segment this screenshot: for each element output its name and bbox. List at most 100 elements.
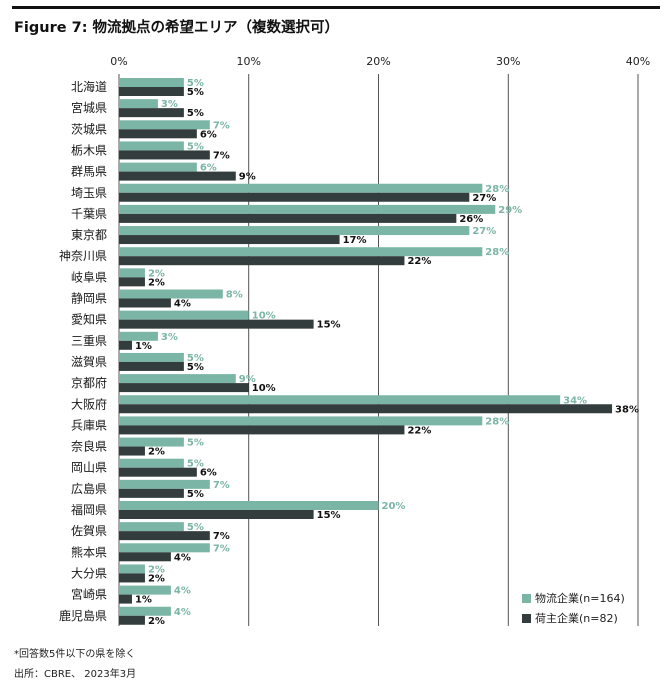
data-label-series1: 28% [485,247,509,258]
legend-swatch-series1 [522,593,531,603]
data-label-series2: 4% [174,552,191,563]
data-label-series1: 2% [148,564,165,575]
data-label-series1: 8% [226,290,243,301]
data-label-series1: 10% [252,311,276,322]
data-label-series2: 5% [187,108,204,119]
data-label-series1: 3% [161,99,178,110]
category-label: 鹿児島県 [59,608,107,623]
data-label-series1: 20% [382,501,406,512]
data-label-series2: 5% [187,489,204,500]
data-label-series2: 2% [148,447,165,458]
bar-series1 [119,247,483,257]
bar-series2 [119,213,457,223]
bar-series1 [119,501,379,510]
category-label: 広島県 [71,481,107,496]
bar-series2 [119,150,210,160]
category-label: 佐賀県 [71,524,107,538]
data-label-series1: 34% [563,395,587,406]
bar-series2 [119,256,405,266]
bar-series2 [119,192,470,202]
data-label-series2: 26% [459,214,483,225]
bar-series1 [119,395,561,405]
data-label-series1: 4% [174,607,191,618]
bar-series1 [119,141,184,151]
category-label: 千葉県 [71,207,107,221]
category-label: 京都府 [71,375,107,390]
bar-series1 [119,585,171,595]
category-label: 東京都 [71,228,107,242]
data-label-series1: 5% [187,522,204,533]
bar-series1 [119,99,158,109]
legend: 物流企業(n=164) 荷主企業(n=82) [522,588,625,628]
data-label-series2: 38% [615,404,639,415]
bar-series1 [119,331,158,341]
category-label: 熊本県 [71,544,107,559]
bar-series2 [119,298,171,308]
source-note: 出所：CBRE、 2023年3月 [14,669,137,680]
data-label-series2: 15% [317,510,341,521]
bar-series2 [119,510,314,519]
data-label-series2: 15% [317,320,341,331]
data-label-series2: 4% [174,299,191,310]
data-label-series2: 22% [407,256,431,267]
category-label: 大分県 [71,566,107,580]
title-rule [12,6,660,9]
bar-series1 [119,606,171,616]
category-label: 栃木県 [71,143,107,157]
bar-series2 [119,87,184,96]
data-label-series1: 7% [213,120,230,131]
bar-series2 [119,340,132,350]
legend-swatch-series2 [522,613,531,623]
data-label-series2: 5% [187,87,204,98]
data-label-series2: 17% [343,235,367,246]
category-label: 宮崎県 [71,587,107,602]
bar-chart: 0% 10% 20% 30% 40%北海道 5%5%宮城県 3%5%茨城県 7%6%栃木県 5%… [59,55,650,627]
figure-title: Figure 7: 物流拠点の希望エリア（複数選択可） [14,20,340,36]
x-tick-label: 10% [237,55,261,68]
data-label-series1: 4% [174,586,191,597]
data-label-series1: 27% [472,226,496,237]
bar-series1 [119,543,210,553]
data-label-series2: 7% [213,150,230,161]
x-tick-label: 0% [110,55,127,68]
bar-series1 [119,437,184,447]
data-label-series2: 6% [200,129,217,140]
bar-series1 [119,458,184,468]
data-label-series1: 7% [213,480,230,491]
category-label: 神奈川県 [59,249,107,263]
category-label: 群馬県 [71,165,107,179]
bar-series2 [119,319,314,329]
bar-series2 [119,129,197,139]
bar-series2 [119,467,197,477]
data-label-series1: 28% [485,184,509,195]
data-label-series2: 1% [135,341,152,352]
bar-series2 [119,171,236,181]
category-label: 岐阜県 [71,270,107,284]
bar-series1 [119,226,470,236]
bar-series1 [119,162,197,172]
category-label: 宮城県 [71,100,107,115]
data-label-series1: 9% [239,374,256,385]
footnote: *回答数5件以下の県を除く [14,649,136,660]
data-label-series1: 5% [187,353,204,364]
bar-series1 [119,310,249,320]
category-label: 滋賀県 [71,355,107,369]
data-label-series2: 2% [148,573,165,584]
bar-series2 [119,446,145,456]
category-label: 大阪府 [71,396,107,411]
bar-series1 [119,268,145,278]
data-label-series2: 5% [187,362,204,373]
bar-series2 [119,594,132,604]
bar-series2 [119,108,184,118]
bar-series1 [119,204,496,214]
category-label: 奈良県 [71,439,107,454]
data-label-series2: 7% [213,531,230,542]
bar-series1 [119,416,483,426]
data-label-series1: 29% [498,205,522,216]
data-label-series2: 1% [135,595,152,606]
bar-series1 [119,183,483,193]
data-label-series1: 5% [187,141,204,152]
x-tick-label: 40% [626,55,650,68]
category-label: 岡山県 [71,461,107,475]
data-label-series1: 6% [200,163,217,174]
